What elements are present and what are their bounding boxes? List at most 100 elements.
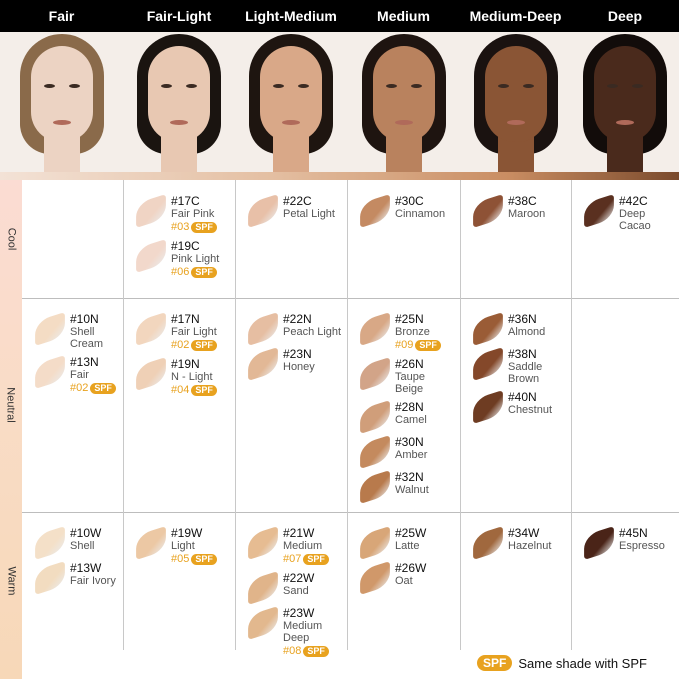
swatch-icon — [584, 525, 614, 561]
shade-name: Chestnut — [508, 404, 553, 416]
shade-code: #25W — [395, 526, 427, 540]
shade-gradient-strip — [0, 172, 679, 180]
swatch-icon — [360, 193, 390, 229]
shade-cell — [571, 298, 679, 312]
swatch-icon — [360, 434, 390, 470]
shade-entry: #30N Amber — [360, 434, 460, 470]
shade-name: Pink Light — [171, 253, 220, 265]
shade-name: Honey — [283, 361, 315, 373]
spf-shade: #09 SPF — [395, 338, 441, 352]
shade-header: Fair Fair-Light Light-Medium Medium Medium-D… — [0, 0, 679, 32]
shade-name: Fair Light — [171, 326, 217, 338]
column-divider — [571, 180, 572, 650]
shade-name: Oat — [395, 575, 413, 587]
shade-entry: #17N Fair Light #02 SPF — [136, 311, 235, 352]
shade-entry: #25W Latte — [360, 525, 460, 561]
shade-entry: #23N Honey — [248, 346, 347, 382]
shade-entry: #36N Almond — [473, 311, 571, 347]
spf-shade: #07 SPF — [283, 552, 329, 566]
spf-code: #09 — [395, 339, 414, 351]
shade-cell: #10N Shell Cream #13N Fair #02 SPF — [22, 298, 123, 400]
shade-code: #22W — [283, 571, 315, 585]
model-face — [235, 32, 347, 172]
shade-code: #21W — [283, 526, 315, 540]
spf-code: #07 — [283, 553, 302, 565]
undertone-gradient-bar — [0, 180, 22, 679]
column-header-fair-light: Fair-Light — [146, 8, 212, 24]
shade-code: #10N — [70, 312, 99, 326]
model-face — [460, 32, 571, 172]
column-header-fair: Fair — [48, 8, 75, 24]
row-label-warm: Warm — [0, 512, 22, 650]
model-face — [0, 32, 123, 172]
swatch-icon — [360, 399, 390, 435]
spf-shade: #03 SPF — [171, 220, 217, 234]
shade-code: #28N — [395, 400, 424, 414]
shade-code: #32N — [395, 470, 424, 484]
shade-cell: #36N Almond #38N Saddle Brown #40N Chestnut — [460, 298, 571, 425]
spf-code: #08 — [283, 645, 302, 657]
shade-entry: #32N Walnut — [360, 469, 460, 505]
shade-code: #26W — [395, 561, 427, 575]
spf-code: #05 — [171, 553, 190, 565]
row-label-text: Warm — [5, 566, 18, 596]
shade-code: #38N — [508, 347, 537, 361]
shade-entry: #10N Shell Cream — [35, 311, 123, 350]
shade-entry: #42C Deep Cacao — [584, 193, 679, 232]
shade-code: #26N — [395, 357, 424, 371]
shade-code: #22N — [283, 312, 312, 326]
swatch-icon — [360, 525, 390, 561]
shade-cell: #25W Latte #26W Oat — [347, 512, 460, 596]
column-divider — [347, 180, 348, 650]
swatch-icon — [360, 356, 390, 392]
shade-name: Fair Ivory — [70, 575, 116, 587]
shade-name: Camel — [395, 414, 427, 426]
shade-entry: #23W Medium Deep #08 SPF — [248, 605, 347, 658]
swatch-icon — [360, 311, 390, 347]
spf-shade: #02 SPF — [171, 338, 217, 352]
shade-entry: #17C Fair Pink #03 SPF — [136, 193, 235, 234]
column-divider — [235, 180, 236, 650]
shade-name: Shell — [70, 540, 95, 552]
shade-entry: #22W Sand — [248, 570, 347, 606]
shade-cell: #22C Petal Light — [235, 180, 347, 229]
spf-badge: SPF — [191, 267, 217, 278]
shade-entry: #19C Pink Light #06 SPF — [136, 238, 235, 279]
shade-entry: #30C Cinnamon — [360, 193, 460, 229]
spf-badge: SPF — [191, 554, 217, 565]
spf-badge: SPF — [303, 554, 329, 565]
spf-shade: #06 SPF — [171, 265, 219, 279]
spf-code: #06 — [171, 266, 190, 278]
shade-cell: #21W Medium #07 SPF #22W Sand #23W Medium Deep #… — [235, 512, 347, 663]
row-divider — [22, 298, 679, 299]
shade-name: Walnut — [395, 484, 429, 496]
shade-entry: #10W Shell — [35, 525, 123, 561]
shade-entry: #38C Maroon — [473, 193, 571, 229]
swatch-icon — [136, 193, 166, 229]
shade-name: Petal Light — [283, 208, 335, 220]
shade-code: #23N — [283, 347, 312, 361]
spf-code: #04 — [171, 384, 190, 396]
spf-badge: SPF — [90, 383, 116, 394]
column-divider — [460, 180, 461, 650]
model-face — [123, 32, 235, 172]
swatch-icon — [473, 193, 503, 229]
shade-code: #19C — [171, 239, 200, 253]
swatch-icon — [248, 570, 278, 606]
swatch-icon — [248, 311, 278, 347]
shade-name: Peach Light — [283, 326, 342, 338]
shade-name: Medium Deep — [283, 620, 323, 644]
spf-badge: SPF — [191, 222, 217, 233]
shade-name: Espresso — [619, 540, 665, 552]
row-label-text: Neutral — [5, 387, 17, 423]
shade-code: #17N — [171, 312, 200, 326]
shade-code: #30N — [395, 435, 424, 449]
shade-cell: #30C Cinnamon — [347, 180, 460, 229]
shade-code: #38C — [508, 194, 537, 208]
shade-code: #17C — [171, 194, 200, 208]
shade-code: #45N — [619, 526, 648, 540]
row-label-neutral: Neutral — [0, 298, 22, 512]
shade-name: Maroon — [508, 208, 546, 220]
row-label-cool: Cool — [0, 180, 22, 298]
shade-code: #10W — [70, 526, 102, 540]
